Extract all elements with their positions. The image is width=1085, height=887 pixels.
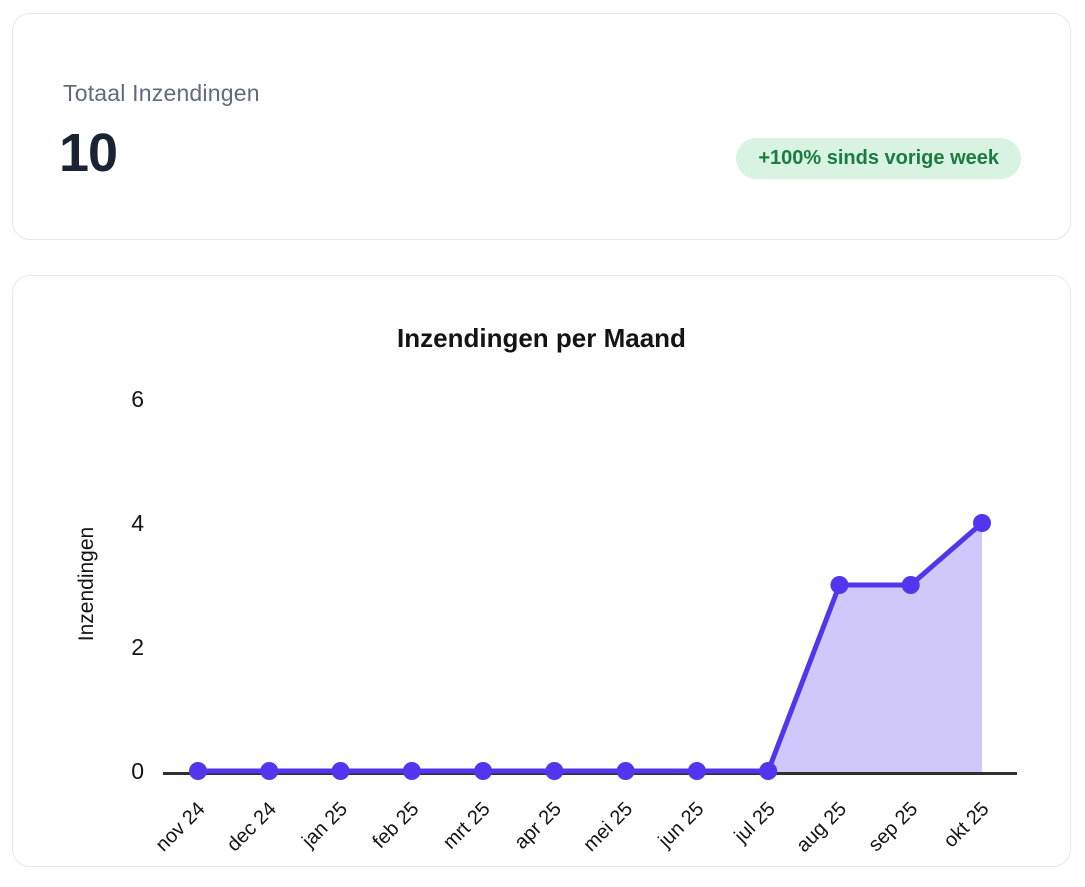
x-tick-label: feb 25 — [368, 798, 423, 853]
x-tick-label: nov 24 — [152, 798, 210, 856]
y-axis-title: Inzendingen — [75, 527, 98, 641]
data-point[interactable] — [474, 762, 493, 780]
x-tick-label: mei 25 — [579, 798, 637, 856]
chart-card: Inzendingen per Maand 0 2 4 6 Inzendingen nov… — [12, 275, 1071, 867]
x-tick-label: jan 25 — [297, 798, 352, 853]
data-point[interactable] — [260, 762, 279, 780]
x-tick-label: jun 25 — [654, 798, 709, 853]
x-tick-label: aug 25 — [792, 798, 851, 857]
data-point[interactable] — [616, 762, 635, 780]
data-line — [195, 520, 985, 774]
y-tick-label: 0 — [131, 758, 144, 784]
total-submissions-card: Totaal Inzendingen 10 +100% sinds vorige… — [12, 13, 1071, 240]
x-tick-label: sep 25 — [864, 798, 922, 856]
data-point[interactable] — [759, 762, 778, 780]
x-tick-label: apr 25 — [510, 798, 566, 854]
submissions-chart[interactable]: 0 2 4 6 Inzendingen nov 24 dec 24 jan 25 feb 25 m… — [13, 276, 1072, 868]
y-tick-label: 2 — [131, 634, 144, 660]
y-tick-label: 6 — [131, 386, 144, 412]
y-tick-label: 4 — [131, 510, 144, 536]
data-point[interactable] — [545, 762, 564, 780]
metric-label: Totaal Inzendingen — [63, 80, 260, 106]
x-tick-label: dec 24 — [223, 798, 281, 856]
data-point[interactable] — [901, 576, 920, 594]
x-tick-label: mrt 25 — [439, 798, 495, 854]
metric-value: 10 — [59, 123, 118, 183]
x-tick-label: okt 25 — [939, 798, 993, 852]
area-fill — [198, 523, 982, 772]
data-point[interactable] — [189, 762, 207, 780]
trend-badge: +100% sinds vorige week — [736, 138, 1021, 179]
data-point[interactable] — [830, 576, 849, 594]
data-point[interactable] — [402, 762, 421, 780]
data-point[interactable] — [331, 762, 350, 780]
data-point[interactable] — [973, 514, 991, 532]
data-point[interactable] — [687, 762, 706, 780]
chart-title: Inzendingen per Maand — [397, 323, 686, 353]
x-tick-label: jul 25 — [730, 798, 780, 848]
